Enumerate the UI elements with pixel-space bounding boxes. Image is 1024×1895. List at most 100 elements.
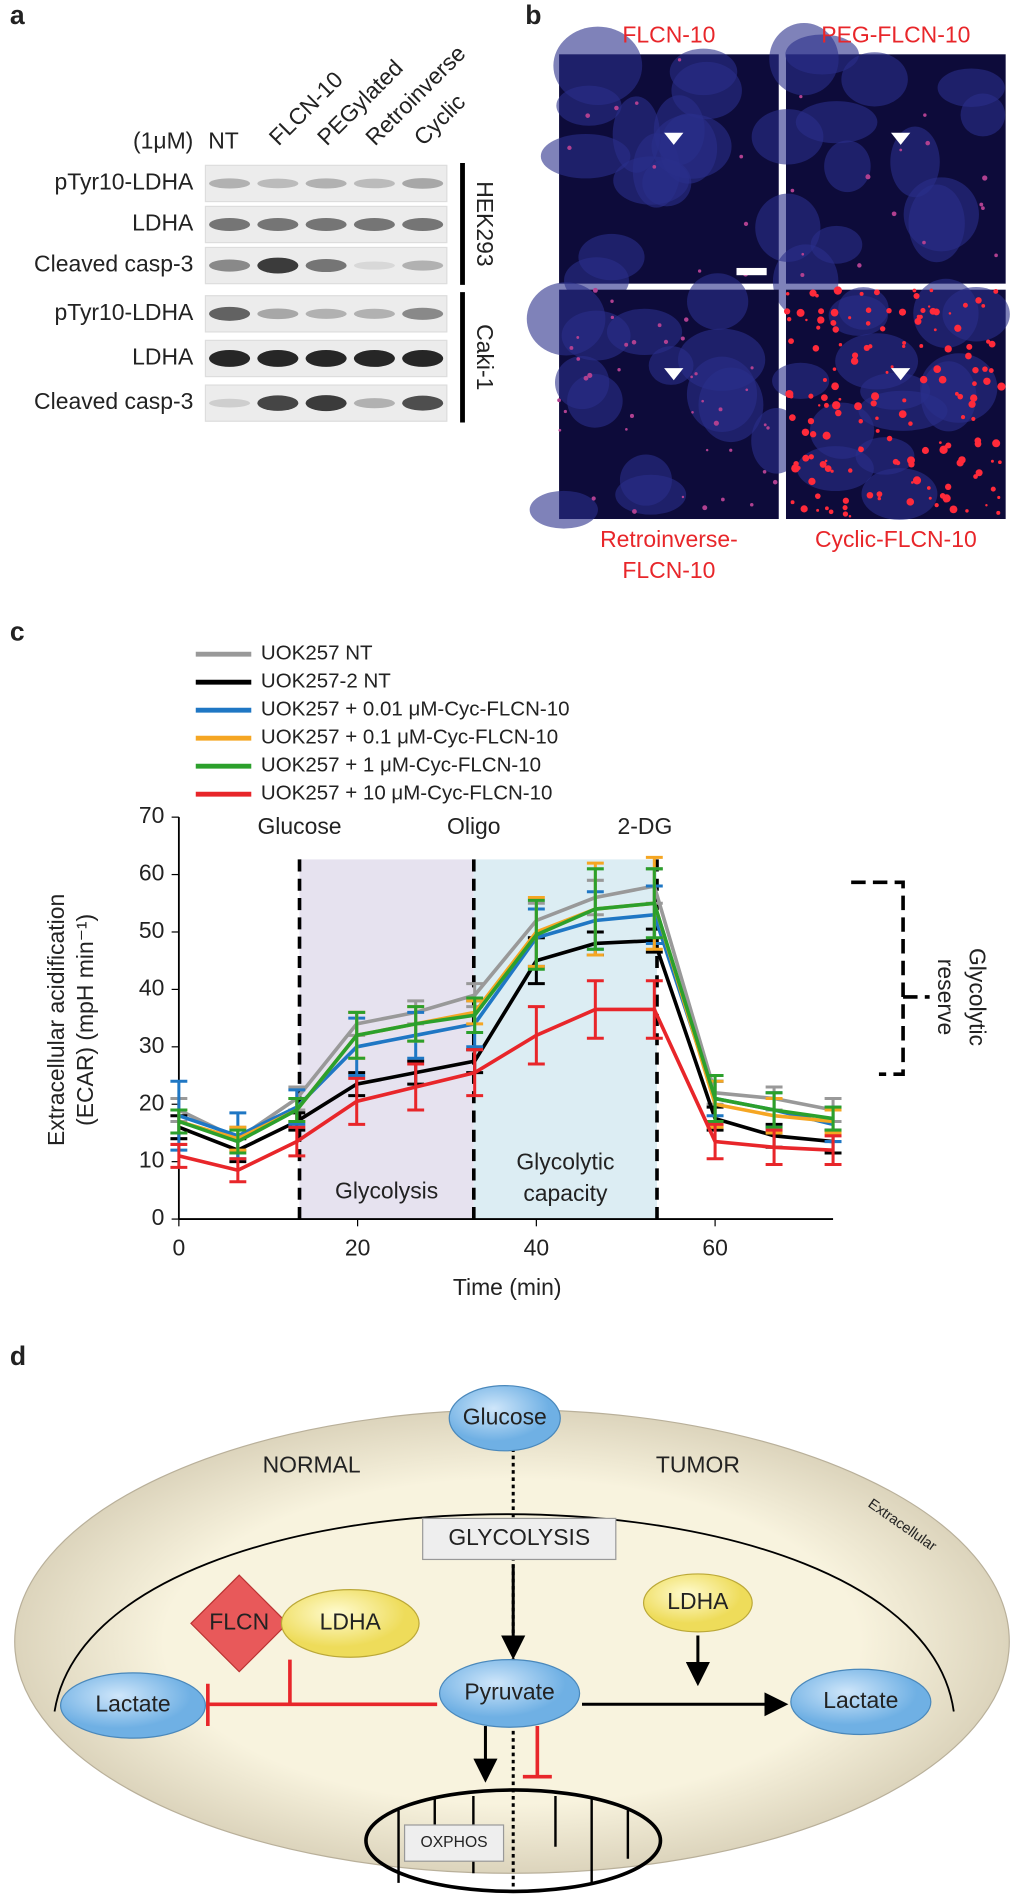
region-label: NORMAL xyxy=(263,1452,361,1478)
band xyxy=(257,178,299,189)
caption: Cyclic-FLCN-10 xyxy=(815,526,977,552)
puncta xyxy=(663,339,669,344)
puncta xyxy=(912,288,917,293)
y-axis-label: Extracellular acidification xyxy=(43,894,69,1146)
puncta xyxy=(576,336,580,339)
puncta xyxy=(652,164,657,169)
band xyxy=(257,257,299,274)
puncta xyxy=(857,263,862,268)
band xyxy=(209,259,251,272)
puncta xyxy=(954,391,959,396)
nucleus xyxy=(553,26,643,105)
puncta xyxy=(848,515,852,518)
puncta xyxy=(919,344,924,348)
puncta xyxy=(592,287,598,293)
puncta xyxy=(898,410,907,419)
nucleus xyxy=(612,96,660,173)
panel-label: c xyxy=(10,617,25,647)
puncta xyxy=(729,448,733,452)
puncta xyxy=(814,493,821,499)
injection-label: 2-DG xyxy=(618,813,673,839)
nucleus xyxy=(556,85,622,126)
puncta xyxy=(788,338,794,345)
puncta xyxy=(801,428,810,437)
nucleus xyxy=(828,295,888,336)
puncta xyxy=(870,400,877,407)
x-tick-label: 40 xyxy=(524,1234,550,1260)
puncta xyxy=(789,414,796,421)
puncta xyxy=(928,496,932,500)
x-tick-label: 60 xyxy=(702,1234,728,1260)
y-tick-label: 50 xyxy=(139,917,165,943)
nucleus xyxy=(686,356,758,432)
puncta xyxy=(835,409,842,417)
puncta xyxy=(875,416,879,420)
lane-label: NT xyxy=(208,127,239,153)
box xyxy=(403,1824,505,1862)
puncta xyxy=(850,357,859,365)
row-label: Cleaved casp-3 xyxy=(34,251,193,277)
nucleus xyxy=(860,372,931,410)
puncta xyxy=(745,388,749,392)
puncta xyxy=(992,439,1001,448)
puncta xyxy=(920,307,926,314)
band xyxy=(305,259,347,273)
puncta xyxy=(879,326,886,332)
band xyxy=(257,217,299,232)
puncta xyxy=(816,325,821,330)
reserve-label: Glycolytic xyxy=(964,948,990,1046)
puncta xyxy=(944,444,948,449)
puncta xyxy=(815,293,819,298)
puncta xyxy=(974,440,982,448)
band xyxy=(402,260,444,271)
puncta xyxy=(919,375,928,384)
puncta xyxy=(762,470,767,474)
puncta xyxy=(785,292,790,296)
puncta xyxy=(998,460,1002,465)
puncta xyxy=(790,188,795,193)
puncta xyxy=(691,411,694,414)
puncta xyxy=(929,288,934,293)
puncta xyxy=(610,299,614,303)
puncta xyxy=(990,486,996,492)
puncta xyxy=(954,324,962,332)
region-label: capacity xyxy=(523,1180,608,1206)
series-line xyxy=(178,883,834,1141)
nucleus xyxy=(855,437,915,475)
puncta xyxy=(749,503,754,507)
band xyxy=(353,261,395,270)
node-label: Pyruvate xyxy=(464,1678,554,1704)
box xyxy=(422,1517,617,1561)
puncta xyxy=(902,398,907,403)
puncta xyxy=(629,413,635,418)
puncta xyxy=(906,498,915,506)
conc-label: (1μM) xyxy=(133,127,193,153)
puncta xyxy=(625,428,628,431)
nucleus xyxy=(755,193,821,262)
puncta xyxy=(713,420,719,426)
puncta xyxy=(809,289,817,297)
node xyxy=(280,1589,420,1658)
puncta xyxy=(983,377,991,385)
reserve-label: reserve xyxy=(933,959,959,1035)
puncta xyxy=(877,496,882,501)
arrowhead xyxy=(664,368,684,381)
puncta xyxy=(859,291,864,296)
nucleus xyxy=(772,362,830,399)
nucleus xyxy=(920,353,998,423)
puncta xyxy=(990,459,994,463)
band xyxy=(353,217,395,232)
puncta xyxy=(800,273,805,278)
nucleus xyxy=(796,446,874,492)
puncta xyxy=(830,308,839,317)
nucleus xyxy=(937,68,1005,107)
band xyxy=(257,395,299,411)
node xyxy=(790,1668,932,1736)
puncta xyxy=(808,477,816,486)
series-line xyxy=(178,901,834,1144)
puncta xyxy=(972,366,979,374)
band xyxy=(353,308,395,319)
puncta xyxy=(858,446,862,449)
x-tick-label: 0 xyxy=(172,1234,185,1260)
band xyxy=(353,398,395,409)
